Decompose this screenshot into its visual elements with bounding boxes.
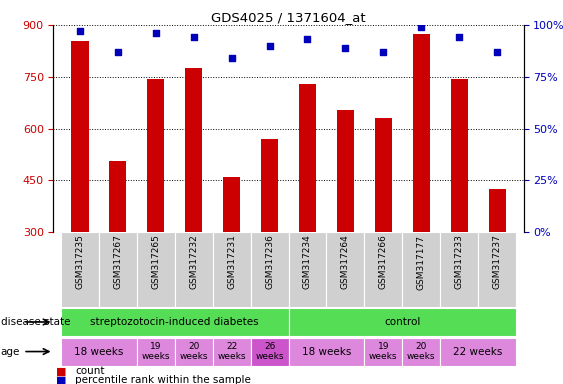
Point (455, 34, 464, 40)
Bar (61, 308, 289, 336)
Text: 20
weeks: 20 weeks (180, 342, 208, 361)
Text: GSM317177: GSM317177 (417, 235, 426, 290)
Text: GSM317266: GSM317266 (379, 235, 388, 290)
Point (189, 34, 198, 40)
Point (417, 24, 426, 30)
Text: ■: ■ (56, 366, 67, 376)
Bar (440, 338, 516, 366)
Bar (327, 232, 364, 307)
Text: GSM317236: GSM317236 (265, 235, 274, 290)
Bar (213, 232, 251, 307)
Bar (337, 110, 354, 232)
Text: GSM317234: GSM317234 (303, 235, 312, 289)
Text: percentile rank within the sample: percentile rank within the sample (75, 375, 251, 384)
Bar (261, 139, 278, 232)
Bar (478, 232, 516, 307)
Bar (289, 232, 327, 307)
Bar (289, 308, 516, 336)
Bar (299, 84, 316, 232)
Text: GSM317233: GSM317233 (455, 235, 464, 290)
Bar (72, 40, 88, 232)
Bar (185, 68, 202, 232)
Point (113, 49, 122, 55)
Point (75, 28, 84, 34)
Bar (61, 232, 99, 307)
Bar (109, 161, 127, 232)
Bar (251, 232, 289, 307)
Text: ■: ■ (56, 375, 67, 384)
Bar (213, 338, 251, 366)
Bar (413, 34, 430, 232)
Bar (148, 79, 164, 232)
Bar (403, 232, 440, 307)
Bar (489, 189, 506, 232)
Bar (137, 232, 175, 307)
Point (265, 43, 274, 49)
Bar (403, 338, 440, 366)
Bar (223, 177, 240, 232)
Text: 18 weeks: 18 weeks (302, 346, 351, 357)
Bar (364, 232, 403, 307)
Bar (251, 338, 289, 366)
Bar (364, 338, 403, 366)
Text: 20
weeks: 20 weeks (407, 342, 435, 361)
Text: GSM317237: GSM317237 (493, 235, 502, 290)
Point (341, 45, 350, 51)
Text: 26
weeks: 26 weeks (256, 342, 284, 361)
Bar (99, 232, 137, 307)
Text: 18 weeks: 18 weeks (74, 346, 124, 357)
Text: disease state: disease state (1, 317, 70, 327)
Bar (175, 232, 213, 307)
Bar (175, 338, 213, 366)
Bar (375, 118, 392, 232)
Point (227, 55, 236, 61)
Text: GSM317231: GSM317231 (227, 235, 236, 290)
Point (379, 49, 388, 55)
Text: count: count (75, 366, 104, 376)
Bar (289, 338, 364, 366)
Text: 22 weeks: 22 weeks (453, 346, 503, 357)
Bar (137, 338, 175, 366)
Bar (61, 338, 137, 366)
Text: 19
weeks: 19 weeks (142, 342, 170, 361)
Text: control: control (384, 317, 421, 327)
Text: GSM317232: GSM317232 (189, 235, 198, 289)
Text: streptozotocin-induced diabetes: streptozotocin-induced diabetes (91, 317, 259, 327)
Title: GDS4025 / 1371604_at: GDS4025 / 1371604_at (211, 11, 366, 24)
Text: age: age (1, 346, 20, 357)
Text: GSM317264: GSM317264 (341, 235, 350, 289)
Text: GSM317235: GSM317235 (75, 235, 84, 290)
Point (303, 36, 312, 43)
Bar (450, 79, 468, 232)
Point (493, 49, 502, 55)
Text: GSM317265: GSM317265 (151, 235, 160, 290)
Text: 22
weeks: 22 weeks (217, 342, 246, 361)
Text: 19
weeks: 19 weeks (369, 342, 397, 361)
Point (151, 30, 160, 36)
Text: GSM317267: GSM317267 (113, 235, 122, 290)
Bar (440, 232, 478, 307)
